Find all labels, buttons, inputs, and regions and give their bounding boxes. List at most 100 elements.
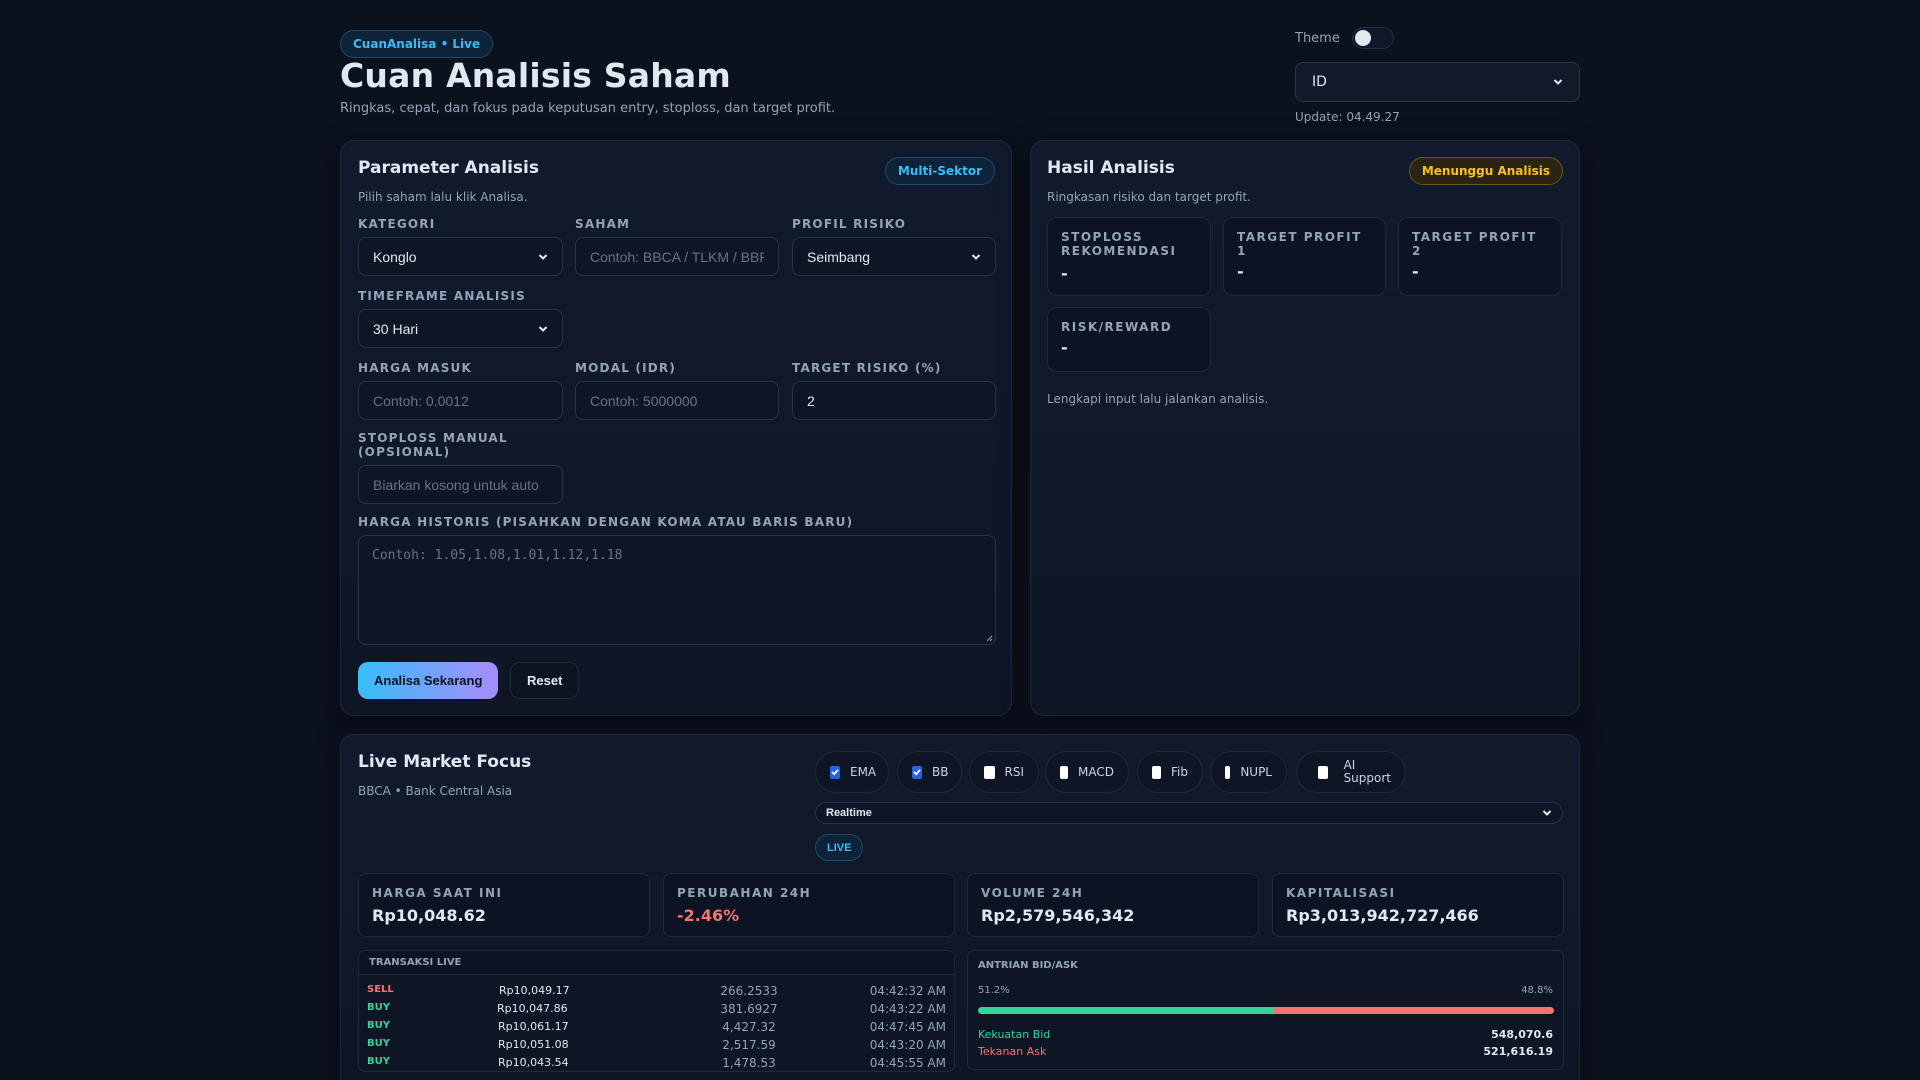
profil-risiko-value: Seimbang — [807, 248, 871, 265]
stoploss-manual-input[interactable]: Biarkan kosong untuk auto — [358, 465, 563, 504]
profil-risiko-select[interactable]: Seimbang — [792, 237, 996, 276]
transaction-row: BUY Rp10,043.54 1,478.53 04:45:55 AM — [359, 1053, 954, 1071]
tx-size: 381.6927 — [720, 1002, 778, 1016]
target-risiko-input[interactable]: 2 — [792, 381, 996, 420]
metric-label: PERUBAHAN 24H — [677, 886, 812, 900]
target-profit-2-stat: TARGET PROFIT 2 - — [1398, 217, 1562, 296]
live-badge: LIVE — [815, 834, 864, 861]
transaksi-live-panel: TRANSAKSI LIVE SELL Rp10,049.17 266.2533… — [358, 950, 955, 1072]
metric-value: -2.46% — [677, 906, 740, 925]
tx-size: 1,478.53 — [722, 1056, 776, 1070]
tekanan-ask-value: 521,616.19 — [1483, 1045, 1553, 1058]
results-subtitle: Ringkasan risiko dan target profit. — [1047, 190, 1251, 204]
parameter-subtitle: Pilih saham lalu klik Analisa. — [358, 190, 528, 204]
saham-label: SAHAM — [575, 217, 631, 231]
header-controls: Theme ID Update: 04.49.27 — [1295, 26, 1580, 124]
results-title: Hasil Analisis — [1047, 158, 1175, 178]
results-card: Hasil Analisis Menunggu Analisis Ringkas… — [1030, 140, 1580, 716]
tx-side: BUY — [367, 1038, 390, 1049]
language-select[interactable]: ID — [1295, 62, 1580, 102]
indicator-label: BB — [932, 765, 949, 779]
reset-button[interactable]: Reset — [510, 662, 580, 699]
tekanan-ask-label: Tekanan Ask — [978, 1045, 1047, 1058]
indicator-label: NUPL — [1240, 765, 1272, 779]
risk-reward-stat: RISK/REWARD - — [1047, 307, 1211, 372]
stat-value: - — [1412, 262, 1419, 281]
theme-toggle[interactable] — [1351, 27, 1394, 49]
target-profit-1-stat: TARGET PROFIT 1 - — [1223, 217, 1386, 296]
indicator-label: RSI — [1004, 765, 1025, 779]
live-market-title: Live Market Focus — [358, 752, 532, 772]
transaction-row: BUY Rp10,047.86 381.6927 04:43:22 AM — [359, 999, 954, 1017]
modal-input[interactable]: Contoh: 5000000 — [575, 381, 779, 420]
multi-sektor-badge: Multi-Sektor — [884, 157, 995, 185]
theme-label: Theme — [1295, 30, 1340, 46]
checkbox-checked-icon[interactable] — [830, 765, 840, 779]
modal-placeholder: Contoh: 5000000 — [590, 392, 698, 409]
saham-input[interactable]: Contoh: BBCA / TLKM / BBR — [575, 237, 779, 276]
toggle-knob — [1354, 30, 1371, 46]
indicator-nupl[interactable]: NUPL — [1210, 751, 1287, 793]
checkbox-icon[interactable] — [1152, 765, 1162, 779]
harga-saat-ini-metric: HARGA SAAT INI Rp10,048.62 — [358, 873, 650, 937]
checkbox-icon[interactable] — [1060, 765, 1069, 779]
harga-historis-textarea[interactable]: Contoh: 1.05,1.08,1.01,1.12,1.18 — [358, 535, 996, 645]
antrian-bid-ask-panel: ANTRIAN BID/ASK 51.2% 48.8% Kekuatan Bid… — [967, 950, 1564, 1070]
metric-label: HARGA SAAT INI — [372, 886, 503, 900]
checkbox-icon[interactable] — [1225, 765, 1231, 779]
stoploss-manual-label: STOPLOSS MANUAL (OPSIONAL) — [358, 431, 508, 459]
bid-ask-ratio-bar — [978, 1007, 1554, 1014]
timeframe-label: TIMEFRAME ANALISIS — [358, 289, 526, 303]
indicator-label: MACD — [1078, 765, 1114, 779]
tx-side: SELL — [367, 984, 394, 995]
parameter-title: Parameter Analisis — [358, 158, 539, 178]
update-timestamp: Update: 04.49.27 — [1295, 110, 1400, 124]
kekuatan-bid-value: 548,070.6 — [1491, 1028, 1553, 1041]
parameter-card: Parameter Analisis Multi-Sektor Pilih sa… — [340, 140, 1012, 716]
stat-value: - — [1061, 338, 1068, 357]
volume-24h-metric: VOLUME 24H Rp2,579,546,342 — [967, 873, 1259, 937]
tx-time: 04:43:20 AM — [869, 1038, 946, 1052]
page-title: Cuan Analisis Saham — [340, 56, 731, 95]
kategori-value: Konglo — [373, 248, 417, 265]
theme-row: Theme — [1295, 26, 1580, 50]
resize-grip-icon[interactable] — [985, 634, 993, 642]
checkbox-checked-icon[interactable] — [912, 765, 922, 779]
stoploss-label-line1: STOPLOSS MANUAL — [358, 431, 508, 445]
stat-label: TARGET PROFIT 1 — [1237, 230, 1362, 258]
indicator-macd[interactable]: MACD — [1045, 751, 1129, 793]
harga-historis-placeholder: Contoh: 1.05,1.08,1.01,1.12,1.18 — [372, 548, 623, 563]
checkbox-icon[interactable] — [984, 765, 995, 779]
kategori-select[interactable]: Konglo — [358, 237, 563, 276]
target-risiko-value: 2 — [807, 392, 815, 409]
tx-price: Rp10,061.17 — [498, 1020, 569, 1033]
tx-side: BUY — [367, 1056, 390, 1067]
indicator-rsi[interactable]: RSI — [969, 751, 1039, 793]
metric-value: Rp2,579,546,342 — [981, 906, 1135, 925]
live-market-card: Live Market Focus BBCA • Bank Central As… — [340, 734, 1580, 1080]
transaction-list: SELL Rp10,049.17 266.2533 04:42:32 AM BU… — [359, 975, 954, 1071]
timeframe-select[interactable]: 30 Hari — [358, 309, 563, 348]
indicator-ai-support[interactable]: AI Support — [1296, 751, 1406, 793]
harga-masuk-input[interactable]: Contoh: 0.0012 — [358, 381, 563, 420]
indicator-bb[interactable]: BB — [897, 751, 962, 793]
brand-badge: CuanAnalisa • Live — [340, 30, 494, 58]
analisa-sekarang-button[interactable]: Analisa Sekarang — [358, 662, 499, 699]
bid-ask-title: ANTRIAN BID/ASK — [978, 960, 1078, 971]
indicator-fib[interactable]: Fib — [1137, 751, 1203, 793]
tx-size: 2,517.59 — [722, 1038, 776, 1052]
stat-label: TARGET PROFIT 2 — [1412, 230, 1537, 258]
harga-masuk-placeholder: Contoh: 0.0012 — [373, 392, 469, 409]
tx-price: Rp10,047.86 — [497, 1002, 568, 1015]
checkbox-icon[interactable] — [1318, 765, 1328, 779]
timeframe-range-select[interactable]: Realtime — [815, 802, 1563, 824]
kategori-label: KATEGORI — [358, 217, 436, 231]
timeframe-value: 30 Hari — [373, 320, 419, 337]
indicator-label: EMA — [850, 765, 877, 779]
indicator-ema[interactable]: EMA — [815, 751, 889, 793]
tx-time: 04:43:22 AM — [869, 1002, 946, 1016]
transaksi-live-title: TRANSAKSI LIVE — [359, 951, 954, 975]
bid-percent: 51.2% — [978, 985, 1010, 996]
stat-label-line1: STOPLOSS — [1061, 230, 1143, 244]
chevron-down-icon — [1542, 810, 1552, 816]
